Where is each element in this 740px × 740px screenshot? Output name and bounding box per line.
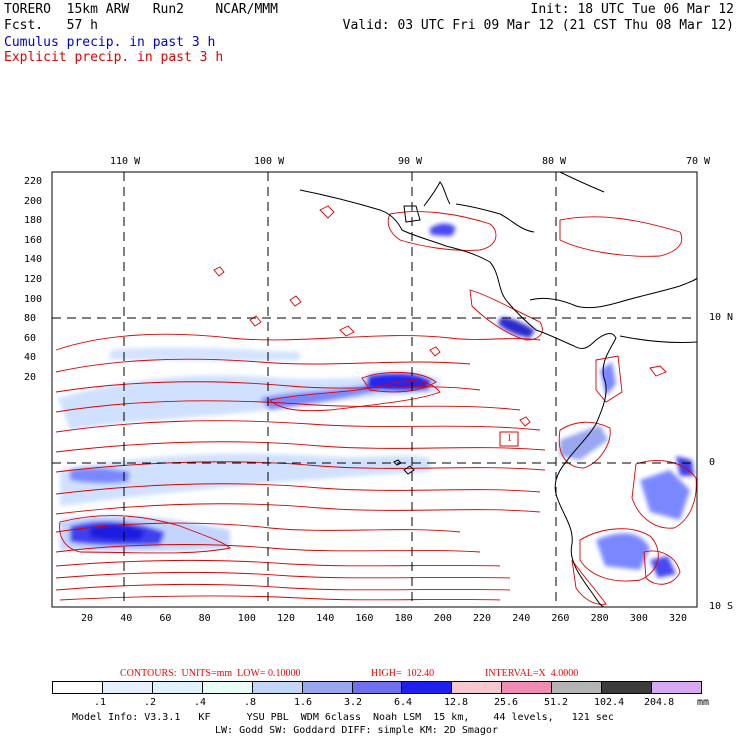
lon-label-110w: 110 W [110,156,141,167]
lon-label-100w: 100 W [254,156,285,167]
colorbar-label: .1 [94,697,107,708]
lon-label-90w: 90 W [398,156,423,167]
x-tick-label: 300 [629,613,648,624]
y-tick-label: 120 [24,274,43,285]
y-tick-label: 180 [24,215,43,227]
colorbar-swatch [351,682,402,693]
x-tick-label: 180 [394,613,413,624]
y-tick-label: 160 [24,234,43,246]
colorbar-label: 204.8 [644,697,675,708]
lat-label-10n: 10 N [709,312,734,323]
x-tick-label: 200 [433,613,452,624]
x-tick-label: 220 [473,613,492,624]
x-tick-label: 240 [512,613,531,624]
model-info-line2: LW: Godd SW: Goddard DIFF: simple KM: 2D… [215,725,498,736]
colorbar-swatch [601,682,652,693]
colorbar-label: .4 [194,697,207,708]
graticule [52,172,697,607]
colorbar-swatch [151,682,202,693]
colorbar-label: .8 [244,697,257,708]
y-tick-label: 140 [24,254,43,266]
colorbar-swatch [451,682,502,693]
y-tick-label: 200 [24,195,43,207]
x-tick-label: 60 [159,613,172,624]
y-tick-label: 60 [24,332,37,344]
contour-value-label: 1 [507,433,512,444]
y-tick-label: 20 [24,372,37,383]
colorbar-label: 102.4 [594,697,625,708]
colorbar-swatch [301,682,352,693]
y-tick-label: 100 [24,293,43,305]
x-tick-label: 120 [277,613,296,624]
x-tick-label: 160 [355,613,374,624]
valid-time: Valid: 03 UTC Fri 09 Mar 12 (21 CST Thu … [342,18,734,33]
lon-label-80w: 80 W [542,156,567,167]
precip-colorbar [52,681,702,694]
colorbar-label: 6.4 [394,697,413,708]
x-tick-label: 100 [237,613,256,624]
x-tick-label: 40 [120,613,133,624]
colorbar-unit: mm [697,697,710,708]
colorbar-label: 12.8 [444,697,469,708]
contour-label-box [499,431,519,447]
colorbar-label: 1.6 [294,697,313,708]
colorbar-label: .2 [144,697,157,708]
colorbar-swatch [401,682,452,693]
y-tick-label: 40 [24,352,37,364]
colorbar-swatch [101,682,152,693]
colorbar-swatch [251,682,302,693]
y-tick-label: 220 [24,176,43,187]
y-tick-label: 80 [24,313,37,325]
legend-cumulus: Cumulus precip. in past 3 h [4,35,216,50]
lat-label-10s: 10 S [709,601,734,612]
cumulus-precip-shading [58,223,694,578]
init-time: Init: 18 UTC Tue 06 Mar 12 [530,2,735,17]
colorbar-swatch [651,682,701,693]
colorbar-swatch [501,682,552,693]
colorbar-swatch [201,682,252,693]
model-title: TORERO 15km ARW Run2 NCAR/MMM [4,2,278,17]
lon-label-70w: 70 W [686,156,711,167]
colorbar-swatch [551,682,602,693]
model-info-line1: Model Info: V3.3.1 KF YSU PBL WDM 6class… [72,712,614,723]
x-tick-label: 280 [590,613,609,624]
lat-label-0: 0 [709,457,716,468]
contour-info: CONTOURS: UNITS=mm LOW= 0.10000 [120,668,301,679]
colorbar-label: 51.2 [544,697,569,708]
x-tick-label: 140 [316,613,335,624]
x-tick-label: 260 [551,613,570,624]
legend-explicit: Explicit precip. in past 3 h [4,50,224,65]
x-tick-label: 320 [669,613,688,624]
contour-high: HIGH= 102.40 [371,668,435,679]
forecast-hour: Fcst. 57 h [4,18,98,33]
contour-interval: INTERVAL=X 4.0000 [485,668,579,679]
colorbar-swatch [53,682,102,693]
colorbar-label: 25.6 [494,697,519,708]
x-tick-label: 80 [198,613,211,624]
map-frame [51,171,698,608]
explicit-precip-contours [55,205,697,605]
x-tick-label: 20 [81,613,94,624]
colorbar-label: 3.2 [344,697,363,708]
